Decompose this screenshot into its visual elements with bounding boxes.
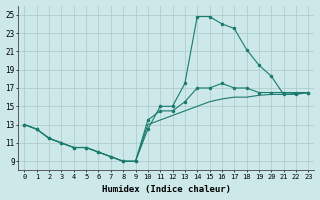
- X-axis label: Humidex (Indice chaleur): Humidex (Indice chaleur): [102, 185, 231, 194]
